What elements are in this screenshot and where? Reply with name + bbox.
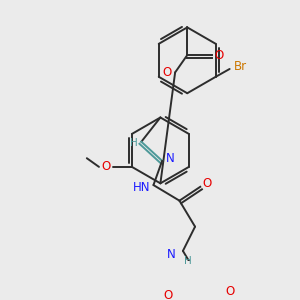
Text: H: H <box>184 256 192 266</box>
Text: O: O <box>163 66 172 79</box>
Text: O: O <box>225 285 234 298</box>
Text: O: O <box>215 50 224 62</box>
Text: HN: HN <box>133 181 150 194</box>
Text: N: N <box>166 152 174 165</box>
Text: N: N <box>167 248 175 261</box>
Text: H: H <box>130 139 137 148</box>
Text: O: O <box>202 177 212 190</box>
Text: O: O <box>164 290 173 300</box>
Text: O: O <box>101 160 110 172</box>
Text: Br: Br <box>233 60 247 73</box>
